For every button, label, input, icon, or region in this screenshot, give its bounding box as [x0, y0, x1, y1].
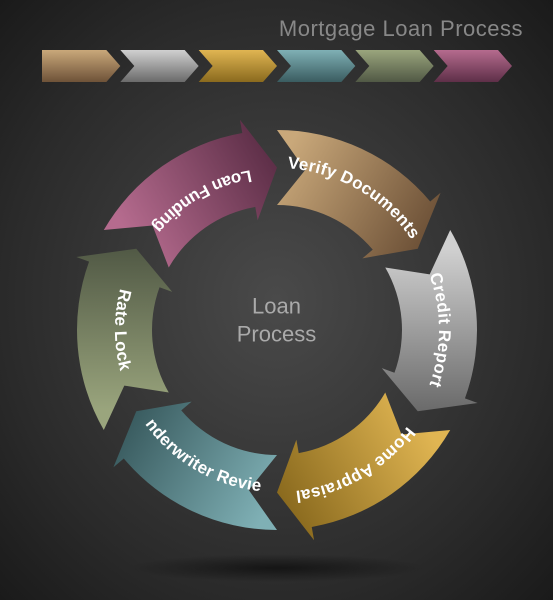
chevron-step [277, 50, 355, 82]
drop-shadow [127, 554, 427, 582]
chevron-step [198, 50, 276, 82]
process-ring: Verify DocumentsCredit ReportHome Apprai… [57, 110, 497, 550]
chevron-bar [42, 50, 512, 82]
chevron-step [120, 50, 198, 82]
chevron-step [355, 50, 433, 82]
chevron-step [433, 50, 511, 82]
chevron-step [42, 50, 120, 82]
page-title: Mortgage Loan Process [279, 16, 523, 42]
